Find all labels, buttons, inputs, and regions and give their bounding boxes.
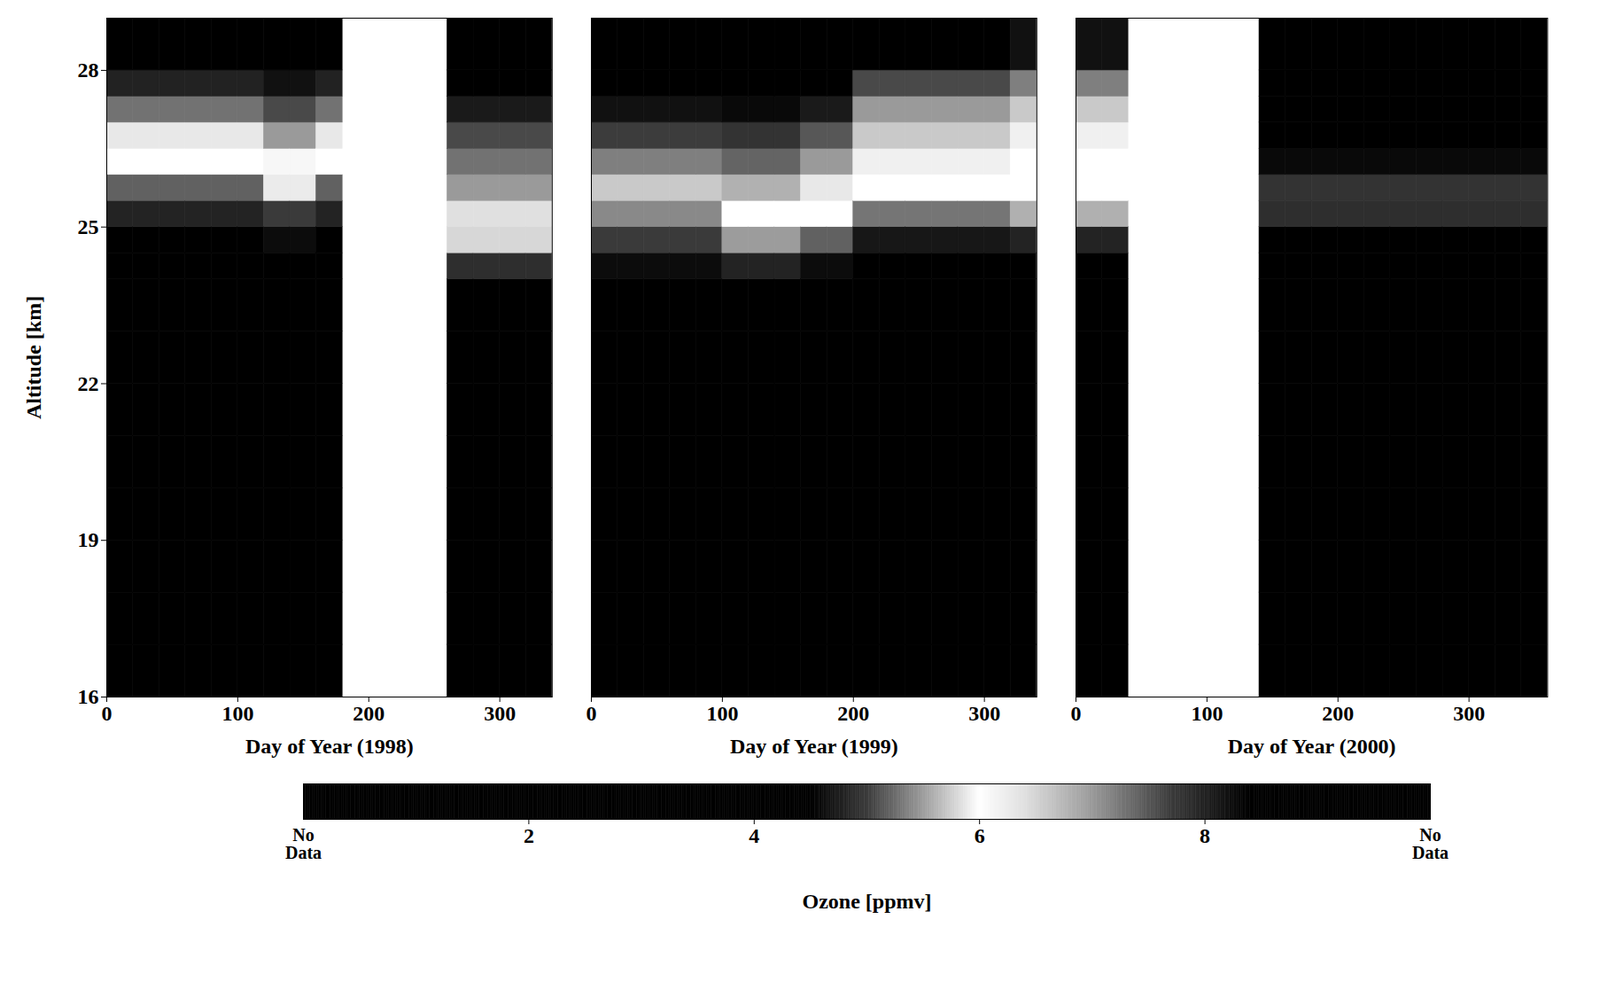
svg-text:Day of Year (2000): Day of Year (2000): [1227, 734, 1396, 758]
svg-text:200: 200: [1321, 701, 1354, 725]
svg-text:0: 0: [585, 701, 597, 725]
svg-text:6: 6: [974, 823, 986, 847]
svg-text:Day of Year (1998): Day of Year (1998): [245, 734, 414, 758]
svg-text:NoData: NoData: [1412, 824, 1449, 863]
svg-text:22: 22: [77, 372, 100, 396]
svg-text:300: 300: [483, 701, 516, 725]
svg-text:19: 19: [77, 528, 100, 552]
svg-text:0: 0: [1070, 701, 1081, 725]
svg-text:NoData: NoData: [285, 824, 322, 863]
svg-text:300: 300: [968, 701, 1001, 725]
svg-text:25: 25: [77, 215, 100, 239]
svg-text:28: 28: [77, 58, 100, 82]
svg-text:0: 0: [100, 701, 112, 725]
svg-text:100: 100: [706, 701, 738, 725]
svg-text:200: 200: [837, 701, 870, 725]
svg-text:200: 200: [352, 701, 385, 725]
svg-text:4: 4: [748, 823, 760, 847]
svg-text:Altitude [km]: Altitude [km]: [22, 295, 46, 420]
svg-text:Ozone [ppmv]: Ozone [ppmv]: [802, 888, 933, 912]
svg-text:100: 100: [1190, 701, 1223, 725]
svg-text:Day of Year (1999): Day of Year (1999): [730, 734, 899, 758]
svg-text:100: 100: [221, 701, 254, 725]
svg-text:2: 2: [523, 823, 535, 847]
svg-text:8: 8: [1199, 823, 1211, 847]
svg-text:300: 300: [1452, 701, 1485, 725]
svg-text:16: 16: [77, 684, 100, 708]
